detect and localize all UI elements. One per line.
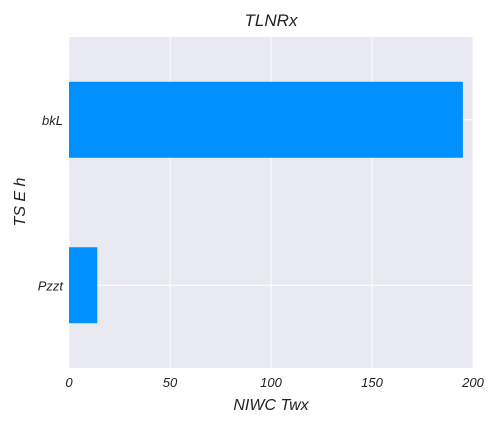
bar-bkL (69, 81, 463, 158)
x-tick-label: 150 (361, 375, 383, 390)
y-tick-label: bkL (42, 113, 63, 128)
y-tick-labels: bkL Pzzt (38, 113, 65, 294)
y-tick-label: Pzzt (38, 278, 65, 293)
bar-Pzzt (69, 247, 98, 324)
x-tick-label: 100 (260, 375, 282, 390)
bars (69, 81, 463, 324)
x-tick-label: 50 (163, 375, 178, 390)
chart-title: TLNRx (245, 11, 298, 30)
y-axis-label: TS E h (12, 177, 29, 226)
x-tick-label: 0 (65, 375, 73, 390)
x-tick-labels: 0 50 100 150 200 (65, 375, 484, 390)
x-axis-label: NIWC Twx (233, 397, 309, 414)
x-tick-label: 200 (461, 375, 484, 390)
